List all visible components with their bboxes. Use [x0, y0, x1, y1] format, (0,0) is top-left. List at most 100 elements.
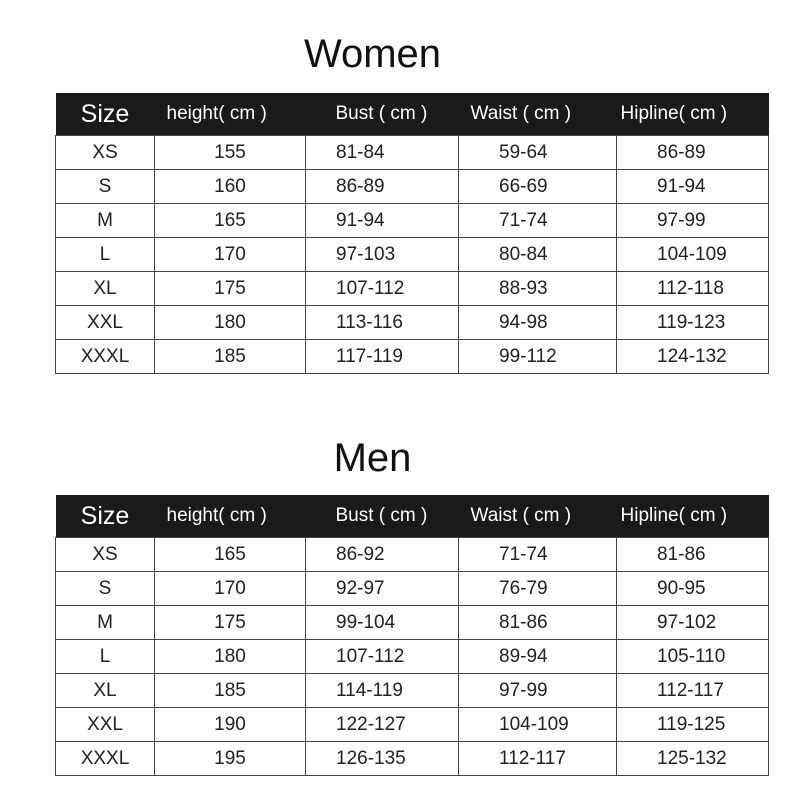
- cell-bust: 99-104: [305, 605, 459, 640]
- cell-hipline: 112-117: [616, 673, 769, 708]
- cell-bust: 92-97: [305, 571, 459, 606]
- cell-hipline: 90-95: [616, 571, 769, 606]
- cell-size: XXL: [55, 305, 155, 340]
- cell-waist: 89-94: [458, 639, 617, 674]
- cell-hipline: 112-118: [616, 271, 769, 306]
- cell-hipline: 125-132: [616, 741, 769, 776]
- cell-bust: 107-112: [305, 271, 459, 306]
- table-row: XXXL 185 117-119 99-112 124-132: [55, 339, 769, 374]
- cell-bust: 117-119: [305, 339, 459, 374]
- cell-waist: 94-98: [458, 305, 617, 340]
- column-header-bust: Bust ( cm ): [305, 495, 459, 538]
- women-title: Women: [303, 32, 442, 76]
- cell-waist: 59-64: [458, 135, 617, 170]
- men-size-table: Size height( cm ) Bust ( cm ) Waist ( cm ) H…: [55, 495, 769, 776]
- column-header-size: Size: [55, 495, 155, 538]
- cell-size: L: [55, 237, 155, 272]
- cell-height: 155: [154, 135, 306, 170]
- cell-size: XXXL: [55, 741, 155, 776]
- cell-height: 175: [154, 271, 306, 306]
- men-title: Men: [333, 436, 412, 480]
- cell-waist: 81-86: [458, 605, 617, 640]
- cell-size: S: [55, 169, 155, 204]
- cell-bust: 126-135: [305, 741, 459, 776]
- table-row: M 165 91-94 71-74 97-99: [55, 203, 769, 238]
- column-header-height: height( cm ): [154, 495, 306, 538]
- column-header-hipline: Hipline( cm ): [616, 495, 769, 538]
- cell-hipline: 97-102: [616, 605, 769, 640]
- cell-height: 160: [154, 169, 306, 204]
- table-row: L 170 97-103 80-84 104-109: [55, 237, 769, 272]
- cell-waist: 76-79: [458, 571, 617, 606]
- cell-waist: 80-84: [458, 237, 617, 272]
- table-row: XS 155 81-84 59-64 86-89: [55, 135, 769, 170]
- cell-bust: 86-92: [305, 537, 459, 572]
- women-size-table: Size height( cm ) Bust ( cm ) Waist ( cm ) H…: [55, 93, 769, 374]
- cell-size: L: [55, 639, 155, 674]
- table-row: XXL 190 122-127 104-109 119-125: [55, 707, 769, 742]
- cell-bust: 97-103: [305, 237, 459, 272]
- cell-height: 175: [154, 605, 306, 640]
- cell-size: M: [55, 203, 155, 238]
- table-row: XS 165 86-92 71-74 81-86: [55, 537, 769, 572]
- column-header-bust: Bust ( cm ): [305, 93, 459, 136]
- table-row: XXXL 195 126-135 112-117 125-132: [55, 741, 769, 776]
- table-row: XXL 180 113-116 94-98 119-123: [55, 305, 769, 340]
- cell-height: 180: [154, 639, 306, 674]
- cell-waist: 97-99: [458, 673, 617, 708]
- table-row: L 180 107-112 89-94 105-110: [55, 639, 769, 674]
- cell-hipline: 97-99: [616, 203, 769, 238]
- cell-waist: 66-69: [458, 169, 617, 204]
- cell-hipline: 119-123: [616, 305, 769, 340]
- cell-height: 185: [154, 673, 306, 708]
- cell-height: 165: [154, 537, 306, 572]
- column-header-waist: Waist ( cm ): [458, 93, 617, 136]
- cell-height: 180: [154, 305, 306, 340]
- table-row: M 175 99-104 81-86 97-102: [55, 605, 769, 640]
- table-row: XL 175 107-112 88-93 112-118: [55, 271, 769, 306]
- cell-bust: 114-119: [305, 673, 459, 708]
- cell-hipline: 124-132: [616, 339, 769, 374]
- cell-waist: 71-74: [458, 203, 617, 238]
- cell-height: 170: [154, 571, 306, 606]
- cell-bust: 81-84: [305, 135, 459, 170]
- cell-height: 195: [154, 741, 306, 776]
- cell-waist: 71-74: [458, 537, 617, 572]
- cell-bust: 122-127: [305, 707, 459, 742]
- column-header-hipline: Hipline( cm ): [616, 93, 769, 136]
- cell-height: 165: [154, 203, 306, 238]
- cell-waist: 112-117: [458, 741, 617, 776]
- table-row: XL 185 114-119 97-99 112-117: [55, 673, 769, 708]
- table-row: S 160 86-89 66-69 91-94: [55, 169, 769, 204]
- table-row: S 170 92-97 76-79 90-95: [55, 571, 769, 606]
- cell-size: S: [55, 571, 155, 606]
- cell-height: 185: [154, 339, 306, 374]
- cell-hipline: 81-86: [616, 537, 769, 572]
- cell-height: 190: [154, 707, 306, 742]
- cell-size: XS: [55, 135, 155, 170]
- cell-hipline: 104-109: [616, 237, 769, 272]
- cell-waist: 88-93: [458, 271, 617, 306]
- cell-size: XL: [55, 271, 155, 306]
- cell-size: XL: [55, 673, 155, 708]
- cell-hipline: 86-89: [616, 135, 769, 170]
- cell-bust: 113-116: [305, 305, 459, 340]
- cell-hipline: 119-125: [616, 707, 769, 742]
- cell-size: XXL: [55, 707, 155, 742]
- cell-bust: 86-89: [305, 169, 459, 204]
- column-header-waist: Waist ( cm ): [458, 495, 617, 538]
- column-header-size: Size: [55, 93, 155, 136]
- header-row: Size height( cm ) Bust ( cm ) Waist ( cm ) H…: [55, 495, 769, 538]
- column-header-height: height( cm ): [154, 93, 306, 136]
- cell-hipline: 91-94: [616, 169, 769, 204]
- cell-size: XS: [55, 537, 155, 572]
- cell-height: 170: [154, 237, 306, 272]
- cell-waist: 104-109: [458, 707, 617, 742]
- cell-waist: 99-112: [458, 339, 617, 374]
- cell-bust: 107-112: [305, 639, 459, 674]
- cell-hipline: 105-110: [616, 639, 769, 674]
- cell-size: M: [55, 605, 155, 640]
- header-row: Size height( cm ) Bust ( cm ) Waist ( cm ) H…: [55, 93, 769, 136]
- cell-bust: 91-94: [305, 203, 459, 238]
- cell-size: XXXL: [55, 339, 155, 374]
